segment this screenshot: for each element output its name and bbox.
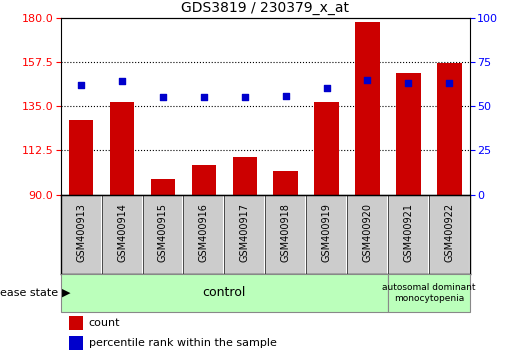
Text: GSM400916: GSM400916 [199,204,209,262]
Bar [151,179,175,195]
Point [77,82,85,88]
Point [404,80,413,86]
Bar [61,274,388,312]
Point [322,86,331,91]
Bar [69,120,94,195]
Bar [355,22,380,195]
Bar [69,316,83,330]
Bar [314,102,339,195]
Text: GSM400913: GSM400913 [76,204,86,262]
Text: GSM400917: GSM400917 [240,204,250,262]
Point [282,93,290,98]
Point [241,95,249,100]
Point [200,95,208,100]
Text: percentile rank within the sample: percentile rank within the sample [89,338,277,348]
Text: control: control [202,286,246,299]
Text: GSM400914: GSM400914 [117,204,127,262]
Bar [192,165,216,195]
Bar [388,274,470,312]
Text: autosomal dominant
monocytopenia: autosomal dominant monocytopenia [382,283,475,303]
Title: GDS3819 / 230379_x_at: GDS3819 / 230379_x_at [181,1,349,15]
Text: GSM400918: GSM400918 [281,204,290,262]
Bar [273,171,298,195]
Point [118,79,126,84]
Point [363,77,371,82]
Text: GSM400915: GSM400915 [158,204,168,262]
Text: GSM400922: GSM400922 [444,203,454,263]
Bar [69,336,83,350]
Text: GSM400919: GSM400919 [321,204,332,262]
Point [159,95,167,100]
Text: GSM400921: GSM400921 [403,204,414,262]
Text: GSM400920: GSM400920 [363,204,372,262]
Text: ▶: ▶ [62,288,71,298]
Bar [232,157,257,195]
Bar [437,63,461,195]
Text: count: count [89,318,120,327]
Point [445,80,453,86]
Bar [110,102,134,195]
Bar [396,73,421,195]
Text: disease state: disease state [0,288,58,298]
